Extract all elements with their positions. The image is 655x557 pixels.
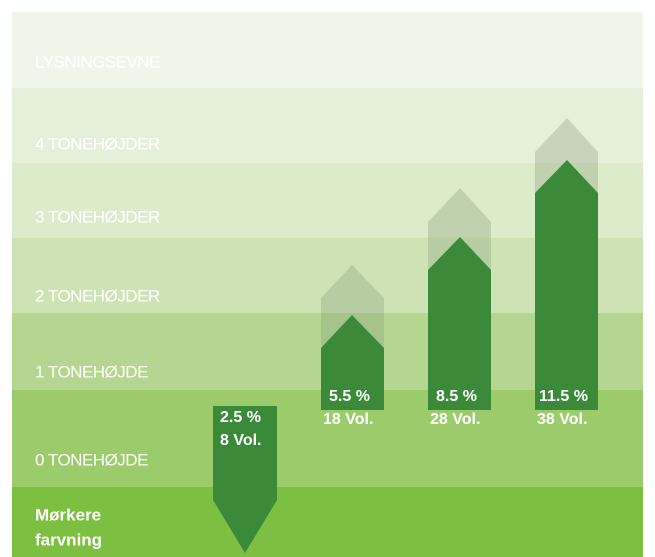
level-label: 1 TONEHØJDE: [35, 362, 148, 381]
band: [12, 88, 643, 163]
arrow-percent: 2.5 %: [220, 409, 261, 426]
level-label: 3 TONEHØJDER: [35, 207, 160, 226]
arrow-percent: 8.5 %: [436, 388, 477, 405]
level-label: 2 TONEHØJDER: [35, 286, 160, 305]
ghost-arrow: [535, 118, 598, 193]
arrow: [535, 160, 598, 410]
level-label: LYSNINGSEVNE: [35, 52, 160, 71]
level-label: 0 TONEHØJDE: [35, 450, 148, 469]
arrow-volume: 28 Vol.: [430, 411, 480, 428]
band: [12, 12, 643, 88]
bottom-label: Mørkere: [35, 505, 101, 524]
arrow-volume: 8 Vol.: [220, 432, 262, 449]
bottom-label: farvning: [35, 530, 102, 549]
arrow: [428, 237, 491, 410]
arrow: [321, 315, 384, 410]
arrow: [213, 406, 277, 553]
arrow-percent: 11.5 %: [539, 388, 588, 405]
ghost-arrow: [428, 188, 491, 270]
ghost-arrow: [321, 265, 384, 348]
level-label: 4 TONEHØJDER: [35, 134, 160, 153]
arrow-volume: 38 Vol.: [537, 411, 587, 428]
band: [12, 487, 643, 557]
arrow-volume: 18 Vol.: [323, 411, 373, 428]
arrow-percent: 5.5 %: [329, 388, 370, 405]
